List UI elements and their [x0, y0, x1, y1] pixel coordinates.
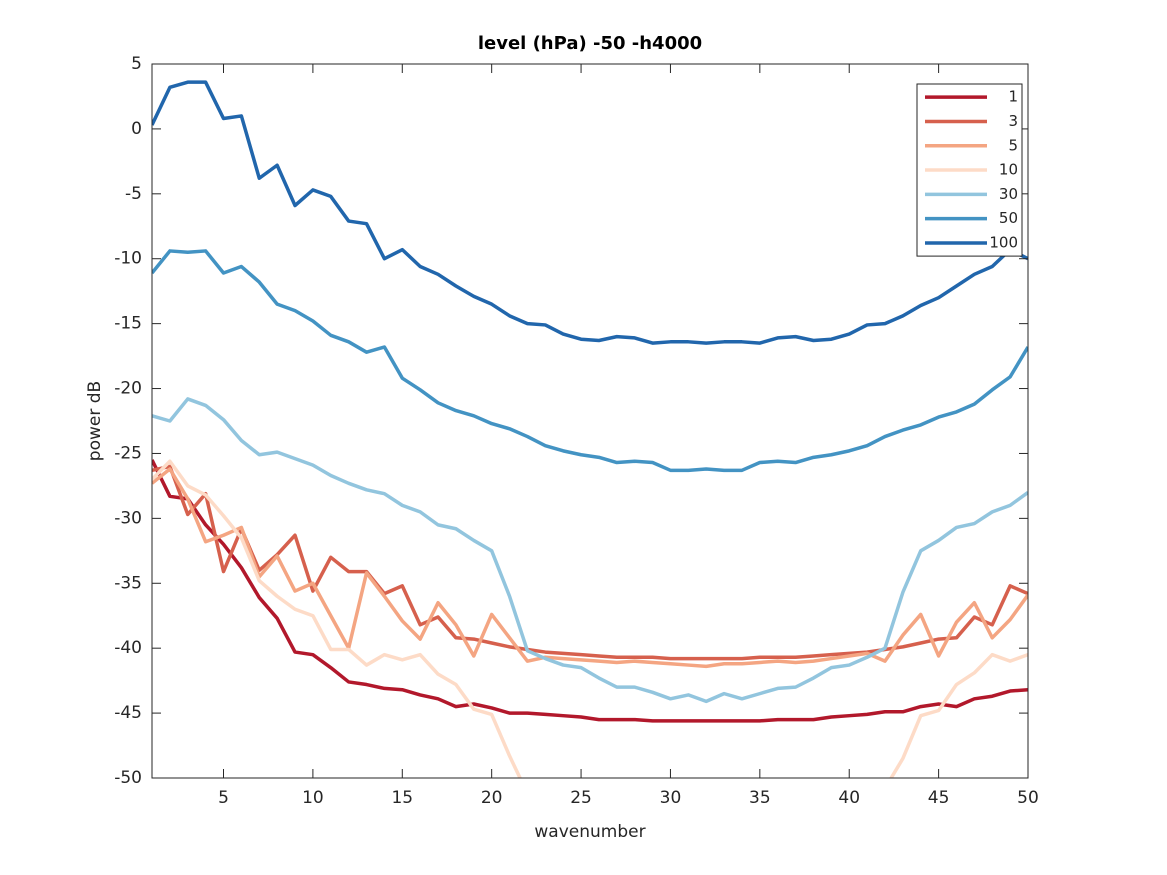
y-tick-label: -50 — [114, 768, 142, 788]
plot-lines — [152, 80, 1028, 778]
x-tick-label: 25 — [570, 788, 592, 808]
plot-frame — [151, 63, 1029, 779]
series-line — [152, 80, 1028, 345]
x-tick-label: 40 — [838, 788, 860, 808]
y-tick-label: 0 — [131, 119, 142, 139]
series-line — [152, 467, 1028, 669]
x-tick-label: 35 — [749, 788, 771, 808]
y-tick-label: 5 — [131, 54, 142, 74]
y-tick-label: -10 — [114, 249, 142, 269]
legend-label: 3 — [1008, 112, 1018, 130]
legend-label: 5 — [1008, 136, 1018, 154]
series-line — [152, 459, 1028, 723]
series-line — [152, 459, 1028, 778]
y-tick-label: -5 — [125, 184, 142, 204]
series-line — [152, 249, 1028, 473]
x-tick-label: 45 — [928, 788, 950, 808]
x-tick-label: 15 — [391, 788, 413, 808]
x-tick-label: 30 — [660, 788, 682, 808]
legend-label: 10 — [999, 161, 1018, 179]
y-tick-label: -20 — [114, 379, 142, 399]
y-tick-label: -35 — [114, 573, 142, 593]
legend-label: 30 — [999, 185, 1018, 203]
y-axis-label: power dB — [85, 381, 105, 461]
x-axis-label: wavenumber — [534, 822, 645, 842]
x-tick-label: 20 — [481, 788, 503, 808]
y-tick-label: -30 — [114, 508, 142, 528]
series-line — [152, 397, 1028, 704]
legend-label: 1 — [1008, 88, 1018, 106]
y-tick-label: -45 — [114, 703, 142, 723]
chart-title: level (hPa) -50 -h4000 — [478, 33, 702, 54]
legend-label: 50 — [999, 209, 1018, 227]
y-tick-label: -40 — [114, 638, 142, 658]
y-tick-label: -15 — [114, 314, 142, 334]
x-tick-label: 50 — [1017, 788, 1039, 808]
legend-label: 100 — [989, 233, 1018, 251]
x-tick-label: 10 — [302, 788, 324, 808]
y-tick-label: -25 — [114, 443, 142, 463]
x-tick-label: 5 — [218, 788, 229, 808]
